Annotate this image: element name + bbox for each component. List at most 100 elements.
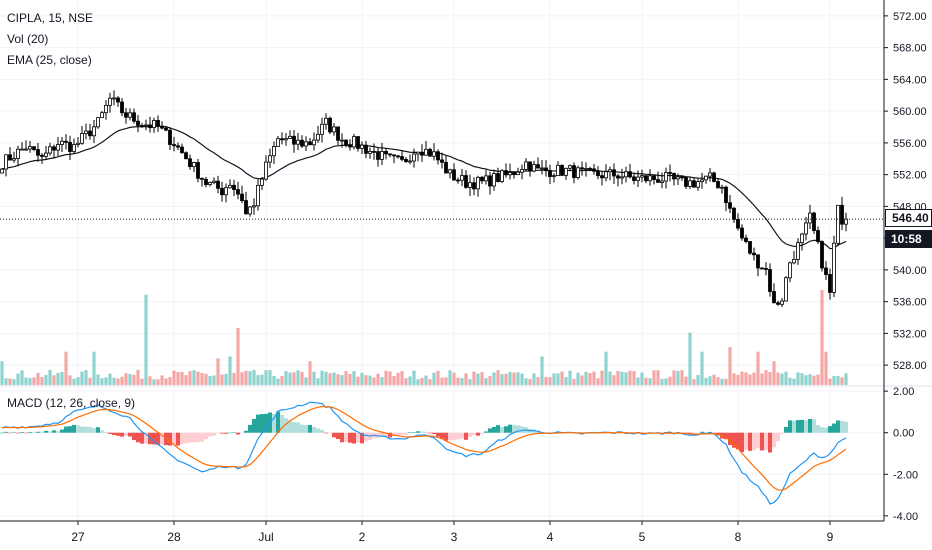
candle-body — [772, 291, 776, 304]
volume-bar — [712, 374, 716, 385]
candle-body — [64, 140, 68, 143]
macd-histogram-bar — [408, 432, 412, 434]
volume-bar — [716, 377, 720, 385]
macd-histogram-bar — [736, 432, 740, 450]
volume-bar — [772, 361, 776, 385]
macd-histogram-bar — [312, 426, 316, 433]
candle-body — [832, 242, 836, 293]
candle-body — [384, 151, 388, 155]
candle-body — [428, 148, 432, 157]
candle-body — [640, 175, 644, 178]
macd-histogram-bar — [272, 413, 276, 433]
candle-body — [668, 172, 672, 174]
volume-bar — [256, 375, 260, 385]
volume-bar — [528, 378, 532, 385]
candle-body — [180, 146, 184, 154]
candle-body — [712, 172, 716, 182]
candle-body — [524, 161, 528, 170]
macd-histogram-bar — [352, 432, 356, 444]
macd-histogram-bar — [112, 432, 116, 435]
macd-histogram-bar — [704, 432, 708, 433]
volume-bar — [732, 373, 736, 385]
volume-bar — [520, 373, 524, 385]
candle-body — [336, 126, 340, 141]
candle-body — [672, 172, 676, 180]
price-axis-label: 572.00 — [893, 11, 927, 23]
candle-body — [224, 187, 228, 196]
volume-bar — [244, 370, 248, 385]
candle-body — [132, 112, 136, 122]
macd-histogram-bar — [724, 432, 728, 440]
volume-bar — [476, 373, 480, 385]
volume-bar — [16, 373, 20, 385]
candle-body — [812, 212, 816, 231]
macd-histogram-bar — [376, 432, 380, 438]
candle-body — [248, 206, 252, 215]
candle-body — [92, 126, 96, 137]
volume-bar — [408, 376, 412, 385]
volume-bar — [816, 374, 820, 385]
macd-indicator-label[interactable]: MACD (12, 26, close, 9) — [7, 396, 136, 410]
symbol-label[interactable]: CIPLA, 15, NSE — [7, 11, 94, 25]
macd-histogram-bar — [480, 432, 484, 435]
candle-body — [420, 151, 424, 156]
volume-indicator-label[interactable]: Vol (20) — [7, 32, 49, 46]
volume-bar — [188, 371, 192, 385]
candle-body — [528, 161, 532, 172]
volume-bar — [380, 377, 384, 385]
candle-body — [808, 212, 812, 224]
candle-body — [252, 205, 256, 208]
macd-line — [1, 401, 847, 505]
candle-body — [284, 138, 288, 141]
candle-body — [544, 167, 548, 172]
volume-bar — [0, 361, 4, 385]
macd-histogram-bar — [800, 419, 804, 433]
candle-body — [304, 141, 308, 147]
candle-body — [68, 141, 72, 152]
macd-histogram-bar — [68, 426, 72, 433]
macd-histogram-bar — [36, 431, 40, 433]
time-axis-label: 5 — [639, 530, 646, 544]
candle-body — [644, 175, 648, 182]
candle-body — [824, 267, 828, 275]
macd-histogram-bar — [832, 423, 836, 433]
volume-bar — [124, 373, 128, 385]
volume-bar — [360, 372, 364, 385]
volume-bar — [500, 374, 504, 385]
volume-bar — [344, 371, 348, 385]
candle-body — [108, 97, 112, 106]
candle-body — [508, 171, 512, 176]
volume-bar — [128, 374, 132, 385]
candle-body — [664, 172, 668, 182]
candle-body — [4, 154, 8, 170]
candle-body — [532, 164, 536, 172]
macd-histogram-bar — [788, 420, 792, 433]
candle-body — [636, 176, 640, 181]
volume-bar — [404, 378, 408, 385]
candle-body — [688, 180, 692, 187]
candle-body — [744, 237, 748, 242]
volume-bar — [488, 376, 492, 385]
candle-body — [312, 139, 316, 146]
macd-histogram-bar — [176, 432, 180, 446]
macd-histogram-bar — [132, 432, 136, 441]
candle-body — [220, 187, 224, 196]
candle-body — [520, 169, 524, 173]
volume-bar — [180, 372, 184, 385]
volume-bar — [64, 351, 68, 385]
macd-histogram-bar — [152, 432, 156, 445]
candle-body — [0, 168, 4, 174]
candle-body — [816, 230, 820, 242]
volume-bar — [140, 378, 144, 385]
candle-body — [380, 151, 384, 160]
macd-histogram-bar — [140, 432, 144, 444]
candle-body — [452, 169, 456, 181]
macd-histogram-bar — [168, 432, 172, 446]
volume-bar — [120, 376, 124, 385]
candle-body — [780, 300, 784, 305]
volume-bar — [176, 371, 180, 385]
ema-indicator-label[interactable]: EMA (25, close) — [7, 53, 92, 67]
candle-body — [572, 165, 576, 178]
